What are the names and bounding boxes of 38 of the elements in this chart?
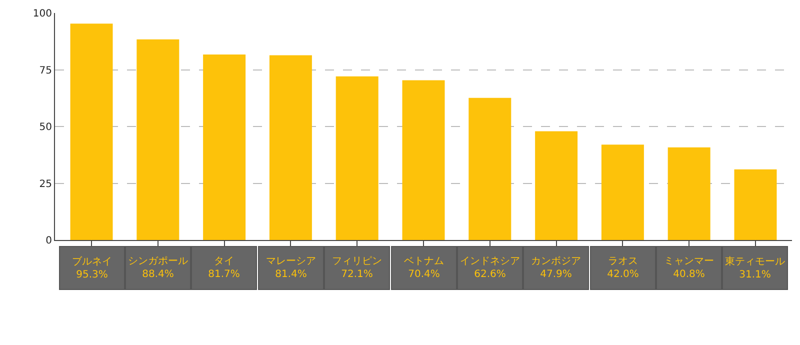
data-label: 81.4%: [275, 269, 307, 280]
bar: [269, 55, 312, 240]
x-tick-label: ミャンマー: [664, 256, 714, 267]
data-label: 42.0%: [607, 269, 639, 280]
x-tick-label: 東ティモール: [725, 256, 785, 268]
data-label: 72.1%: [341, 269, 373, 280]
x-tick-label: ブルネイ: [72, 256, 112, 268]
data-label: 47.9%: [540, 269, 572, 280]
bar: [70, 24, 113, 240]
x-tick-label: シンガポール: [128, 256, 188, 267]
bar: [203, 54, 246, 240]
data-label: 31.1%: [739, 270, 771, 280]
y-tick-label: 0: [46, 236, 52, 246]
data-label: 62.6%: [474, 269, 506, 280]
x-tick-label: マレーシア: [266, 256, 316, 267]
data-label: 81.7%: [208, 269, 240, 280]
bar: [601, 144, 644, 240]
bar: [136, 39, 180, 240]
data-label: 88.4%: [142, 269, 174, 280]
bar: [468, 98, 512, 240]
x-tick-label: ラオス: [608, 256, 638, 267]
bar: [668, 147, 710, 240]
y-tick-label: 25: [39, 178, 52, 190]
data-label: 95.3%: [76, 270, 108, 280]
bar: [402, 80, 445, 240]
data-label: 40.8%: [673, 269, 705, 280]
bar: [336, 76, 378, 240]
x-tick-label: ベトナム: [404, 256, 444, 267]
data-label: 70.4%: [408, 269, 440, 280]
y-tick-label: 50: [39, 122, 52, 133]
x-tick-label: フィリピン: [332, 256, 382, 267]
x-tick-label: カンボジア: [531, 256, 581, 267]
y-tick-label: 75: [39, 65, 52, 76]
x-tick-label: インドネシア: [460, 256, 520, 267]
x-tick-label: タイ: [214, 256, 234, 267]
bar: [734, 169, 777, 240]
bar: [535, 131, 578, 240]
y-tick-label: 100: [32, 8, 52, 20]
